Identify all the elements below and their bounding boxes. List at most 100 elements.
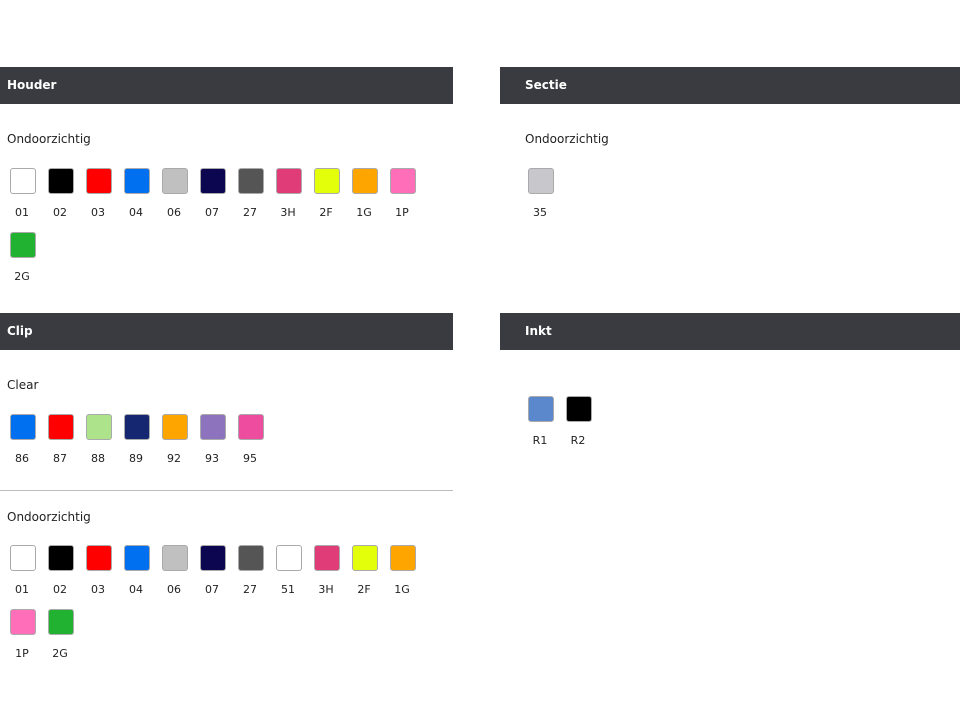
clip-opaque-label: Ondoorzichtig <box>7 510 91 524</box>
swatch-color-box[interactable] <box>566 396 592 422</box>
color-swatch-2f[interactable]: 2F <box>313 168 351 219</box>
clip-divider <box>0 490 453 491</box>
swatch-color-box[interactable] <box>124 168 150 194</box>
swatch-color-box[interactable] <box>48 609 74 635</box>
sectie-panel: Sectie Ondoorzichtig 35 <box>500 67 960 297</box>
color-swatch-95[interactable]: 95 <box>237 414 275 465</box>
swatch-color-box[interactable] <box>276 545 302 571</box>
swatch-code: R1 <box>532 434 548 447</box>
color-swatch-27[interactable]: 27 <box>237 545 275 596</box>
swatch-color-box[interactable] <box>352 168 378 194</box>
swatch-code: 06 <box>167 206 181 219</box>
color-swatch-2g[interactable]: 2G <box>47 609 85 660</box>
swatch-color-box[interactable] <box>124 545 150 571</box>
houder-header: Houder <box>0 67 453 104</box>
swatch-color-box[interactable] <box>352 545 378 571</box>
swatch-code: 03 <box>91 583 105 596</box>
color-swatch-03[interactable]: 03 <box>85 168 123 219</box>
color-swatch-88[interactable]: 88 <box>85 414 123 465</box>
inkt-swatch-grid: R1 R2 <box>527 396 960 447</box>
color-swatch-1p[interactable]: 1P <box>389 168 427 219</box>
swatch-code: 04 <box>129 206 143 219</box>
color-swatch-01[interactable]: 01 <box>9 168 47 219</box>
color-swatch-92[interactable]: 92 <box>161 414 199 465</box>
swatch-color-box[interactable] <box>10 232 36 258</box>
color-swatch-89[interactable]: 89 <box>123 414 161 465</box>
swatch-color-box[interactable] <box>48 414 74 440</box>
color-swatch-1g[interactable]: 1G <box>351 168 389 219</box>
color-swatch-86[interactable]: 86 <box>9 414 47 465</box>
color-swatch-1g[interactable]: 1G <box>389 545 427 596</box>
swatch-code: 07 <box>205 583 219 596</box>
swatch-color-box[interactable] <box>390 545 416 571</box>
swatch-color-box[interactable] <box>162 414 188 440</box>
color-swatch-3h[interactable]: 3H <box>275 168 313 219</box>
color-swatch-07[interactable]: 07 <box>199 168 237 219</box>
swatch-color-box[interactable] <box>10 414 36 440</box>
swatch-color-box[interactable] <box>86 545 112 571</box>
swatch-color-box[interactable] <box>276 168 302 194</box>
color-swatch-93[interactable]: 93 <box>199 414 237 465</box>
swatch-code: 2G <box>14 270 30 283</box>
color-swatch-07[interactable]: 07 <box>199 545 237 596</box>
swatch-color-box[interactable] <box>238 545 264 571</box>
swatch-color-box[interactable] <box>528 396 554 422</box>
color-swatch-04[interactable]: 04 <box>123 545 161 596</box>
swatch-color-box[interactable] <box>162 168 188 194</box>
color-swatch-r2[interactable]: R2 <box>565 396 603 447</box>
clip-header: Clip <box>0 313 453 350</box>
color-swatch-r1[interactable]: R1 <box>527 396 565 447</box>
swatch-code: 03 <box>91 206 105 219</box>
swatch-color-box[interactable] <box>162 545 188 571</box>
color-swatch-06[interactable]: 06 <box>161 168 199 219</box>
houder-panel: Houder Ondoorzichtig 01 02 03 04 06 07 27 3H 2F 1… <box>0 67 453 297</box>
swatch-color-box[interactable] <box>48 168 74 194</box>
swatch-color-box[interactable] <box>124 414 150 440</box>
color-swatch-3h[interactable]: 3H <box>313 545 351 596</box>
swatch-code: 51 <box>281 583 295 596</box>
swatch-code: 06 <box>167 583 181 596</box>
swatch-code: 87 <box>53 452 67 465</box>
swatch-color-box[interactable] <box>10 168 36 194</box>
swatch-code: 1P <box>395 206 409 219</box>
swatch-code: 01 <box>15 583 29 596</box>
color-swatch-1p[interactable]: 1P <box>9 609 47 660</box>
swatch-code: 02 <box>53 583 67 596</box>
swatch-code: 2F <box>357 583 371 596</box>
color-swatch-06[interactable]: 06 <box>161 545 199 596</box>
color-swatch-02[interactable]: 02 <box>47 545 85 596</box>
swatch-code: 27 <box>243 583 257 596</box>
swatch-color-box[interactable] <box>238 414 264 440</box>
color-swatch-2g[interactable]: 2G <box>9 232 47 283</box>
swatch-color-box[interactable] <box>390 168 416 194</box>
swatch-code: R2 <box>570 434 586 447</box>
swatch-code: 88 <box>91 452 105 465</box>
swatch-color-box[interactable] <box>48 545 74 571</box>
swatch-color-box[interactable] <box>200 168 226 194</box>
color-swatch-87[interactable]: 87 <box>47 414 85 465</box>
swatch-color-box[interactable] <box>200 545 226 571</box>
color-swatch-2f[interactable]: 2F <box>351 545 389 596</box>
swatch-color-box[interactable] <box>10 609 36 635</box>
swatch-color-box[interactable] <box>314 168 340 194</box>
color-swatch-03[interactable]: 03 <box>85 545 123 596</box>
color-swatch-01[interactable]: 01 <box>9 545 47 596</box>
swatch-color-box[interactable] <box>238 168 264 194</box>
swatch-color-box[interactable] <box>528 168 554 194</box>
swatch-color-box[interactable] <box>86 414 112 440</box>
swatch-color-box[interactable] <box>86 168 112 194</box>
swatch-color-box[interactable] <box>10 545 36 571</box>
swatch-code: 27 <box>243 206 257 219</box>
color-swatch-02[interactable]: 02 <box>47 168 85 219</box>
swatch-code: 04 <box>129 583 143 596</box>
swatch-color-box[interactable] <box>200 414 226 440</box>
color-swatch-27[interactable]: 27 <box>237 168 275 219</box>
color-swatch-04[interactable]: 04 <box>123 168 161 219</box>
color-swatch-35[interactable]: 35 <box>527 168 565 219</box>
inkt-header: Inkt <box>500 313 960 350</box>
clip-panel: Clip Clear 86 87 88 89 92 93 95 Ondoorzichtig … <box>0 313 453 673</box>
swatch-color-box[interactable] <box>314 545 340 571</box>
sectie-header: Sectie <box>500 67 960 104</box>
swatch-code: 01 <box>15 206 29 219</box>
color-swatch-51[interactable]: 51 <box>275 545 313 596</box>
